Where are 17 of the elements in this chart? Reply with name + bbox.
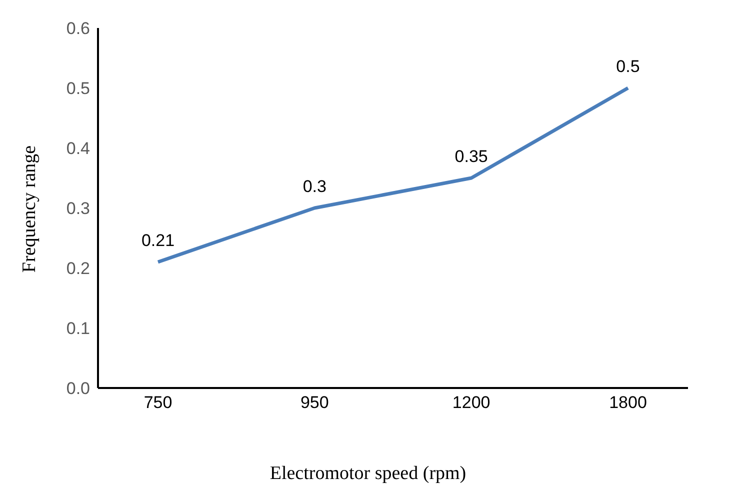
data-label: 0.3 — [302, 177, 326, 196]
x-tick-label: 1200 — [452, 393, 490, 412]
data-label: 0.21 — [141, 231, 175, 250]
y-axis-title: Frequency range — [19, 145, 41, 273]
x-tick-label: 750 — [144, 393, 172, 412]
x-tick-label: 1800 — [609, 393, 647, 412]
data-label: 0.35 — [454, 147, 488, 166]
y-tick-label: 0.2 — [66, 259, 90, 278]
y-tick-label: 0.6 — [66, 19, 90, 38]
y-tick-label: 0.1 — [66, 319, 90, 338]
x-tick-label: 950 — [300, 393, 329, 412]
y-tick-label: 0.4 — [66, 139, 90, 158]
x-axis-title: Electromotor speed (rpm) — [268, 463, 468, 485]
y-tick-label: 0.0 — [66, 379, 90, 398]
data-label: 0.5 — [616, 57, 640, 76]
y-tick-label: 0.3 — [66, 199, 90, 218]
y-tick-label: 0.5 — [66, 79, 90, 98]
